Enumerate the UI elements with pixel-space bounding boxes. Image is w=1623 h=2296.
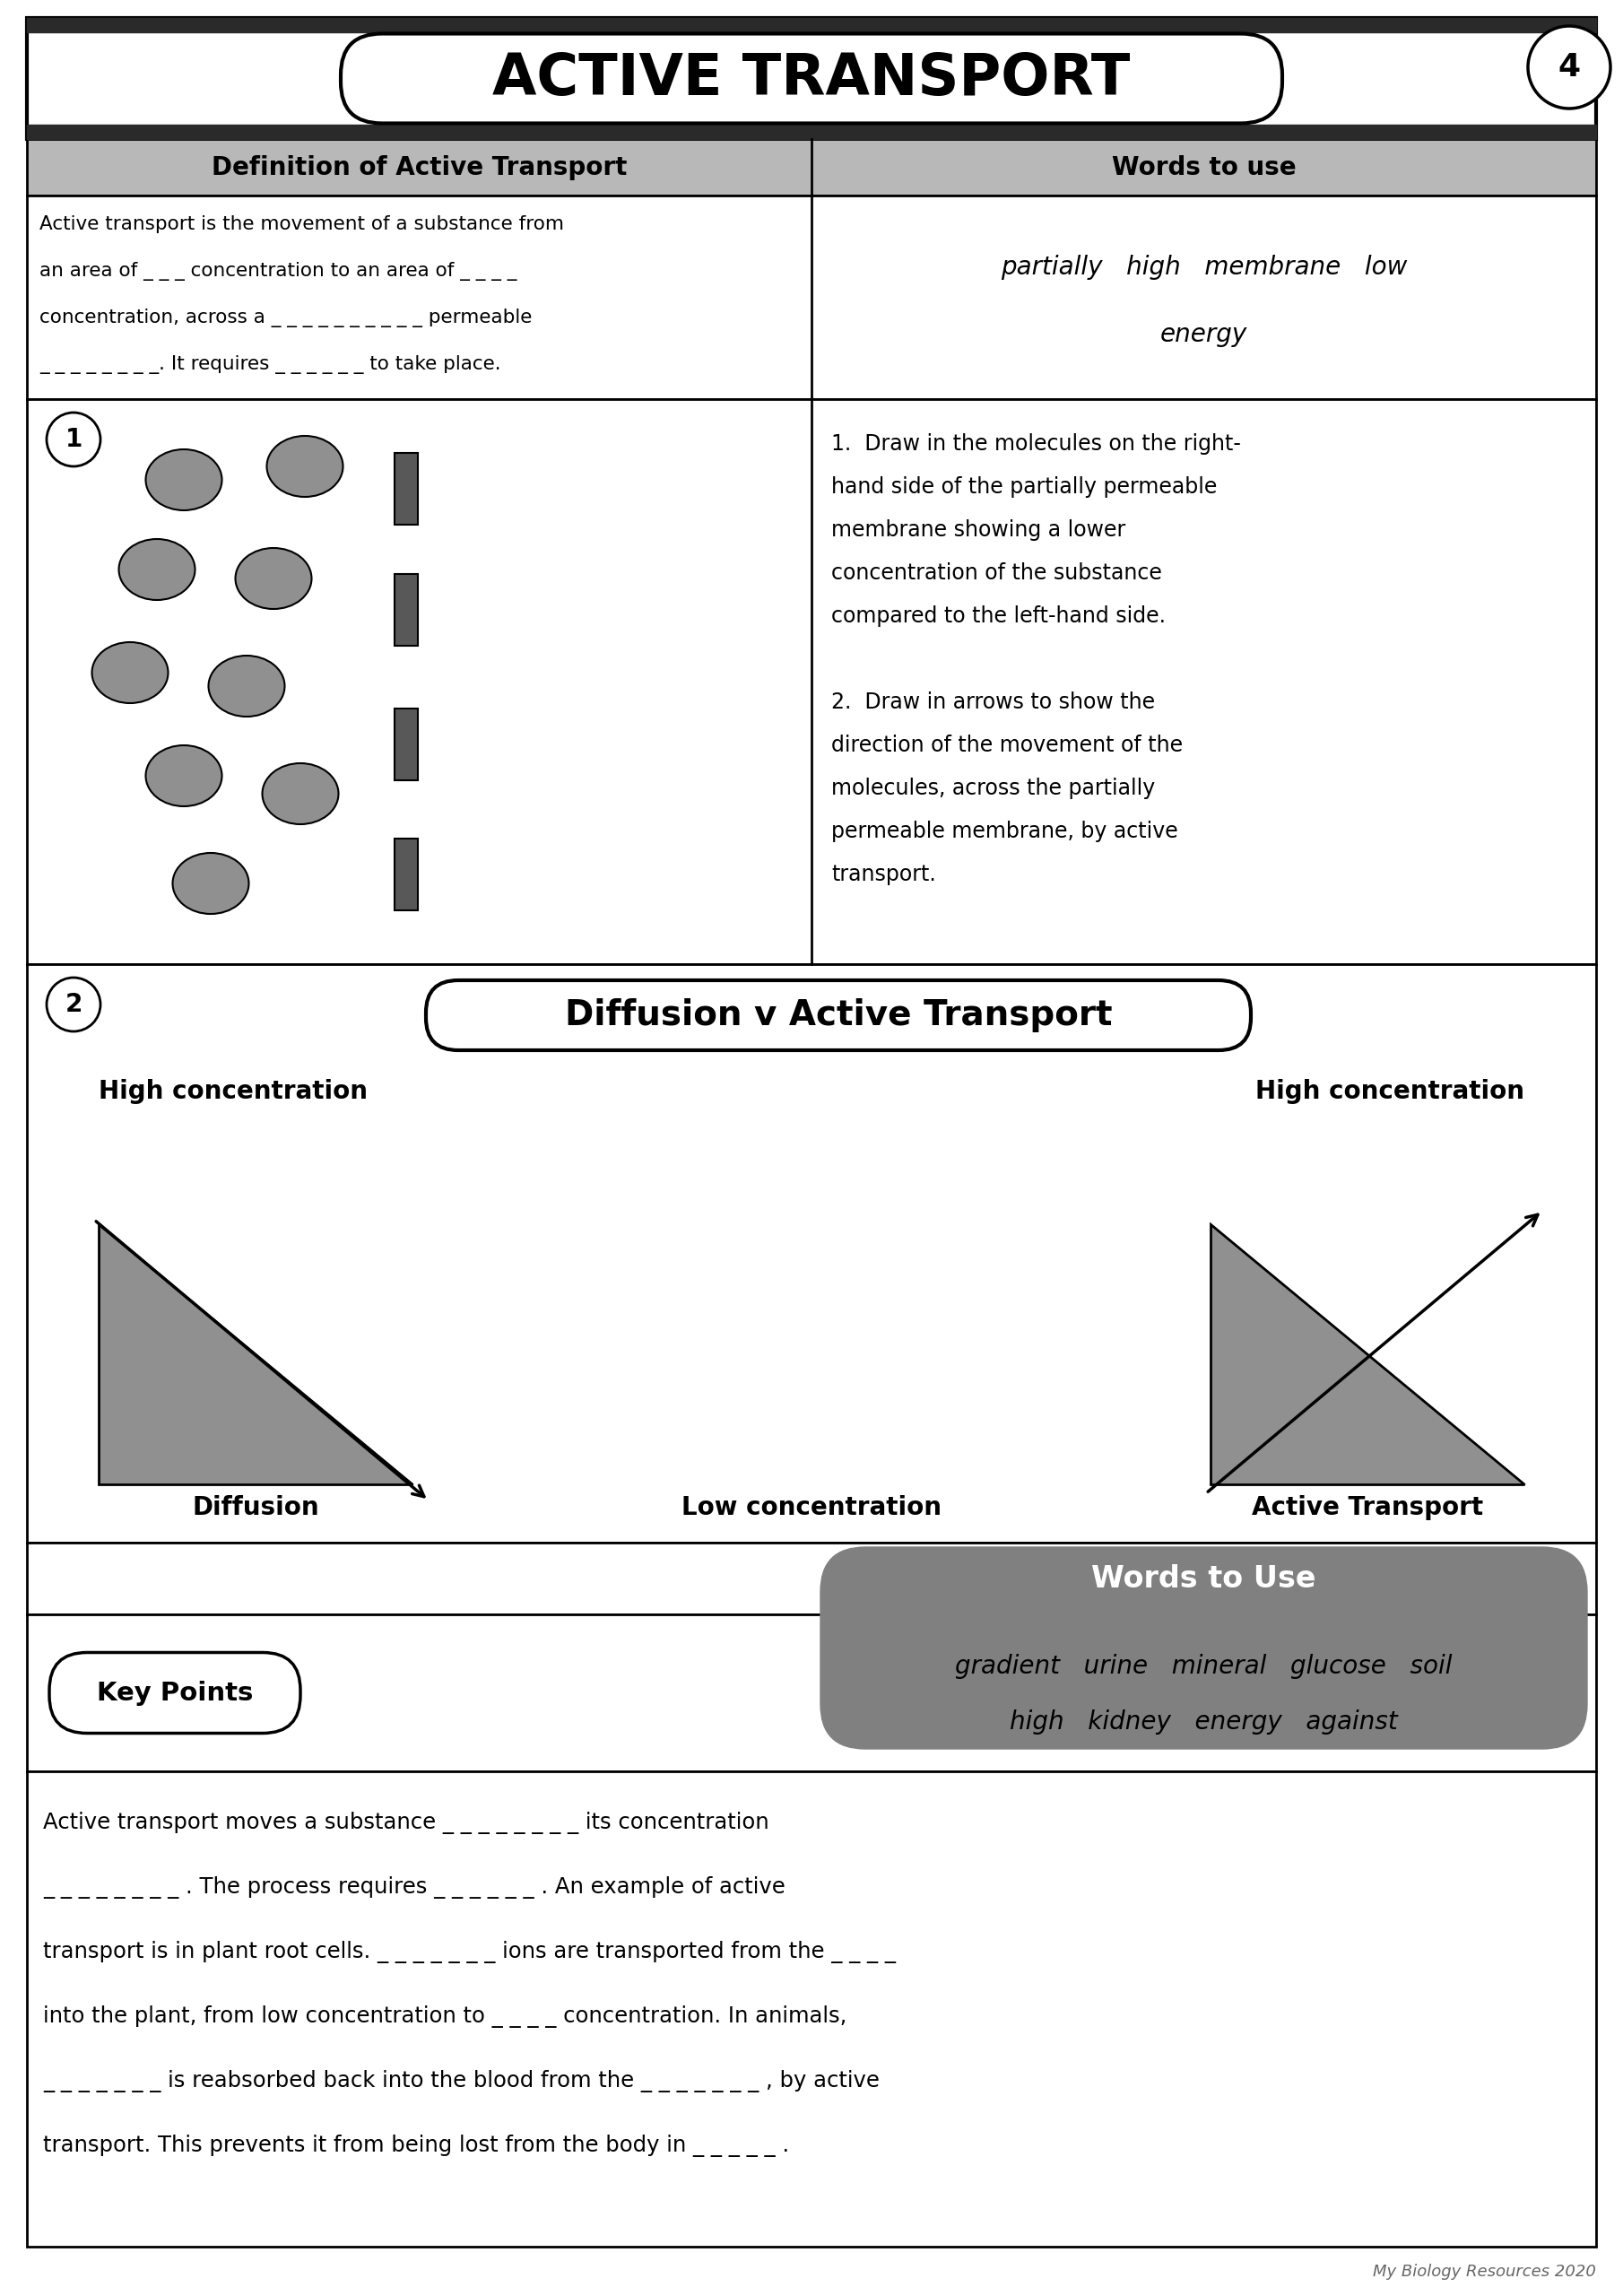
Bar bbox=[28, 1770, 1595, 2248]
Text: High concentration: High concentration bbox=[1255, 1079, 1524, 1104]
Bar bbox=[28, 400, 1595, 964]
Text: Low concentration: Low concentration bbox=[682, 1495, 941, 1520]
Text: direction of the movement of the: direction of the movement of the bbox=[831, 735, 1183, 755]
Bar bbox=[28, 124, 1595, 140]
Text: _ _ _ _ _ _ _ _. It requires _ _ _ _ _ _ to take place.: _ _ _ _ _ _ _ _. It requires _ _ _ _ _ _… bbox=[39, 356, 502, 374]
Circle shape bbox=[47, 978, 101, 1031]
Text: transport.: transport. bbox=[831, 863, 936, 886]
Text: ACTIVE TRANSPORT: ACTIVE TRANSPORT bbox=[492, 51, 1131, 106]
Text: partially   high   membrane   low: partially high membrane low bbox=[1000, 255, 1407, 280]
Bar bbox=[28, 18, 1595, 32]
Text: 1.  Draw in the molecules on the right-: 1. Draw in the molecules on the right- bbox=[831, 434, 1242, 455]
Ellipse shape bbox=[146, 450, 222, 510]
FancyBboxPatch shape bbox=[49, 1653, 300, 1733]
Text: Active transport moves a substance _ _ _ _ _ _ _ _ its concentration: Active transport moves a substance _ _ _… bbox=[44, 1812, 769, 1835]
Text: concentration of the substance: concentration of the substance bbox=[831, 563, 1162, 583]
Text: High concentration: High concentration bbox=[99, 1079, 368, 1104]
FancyBboxPatch shape bbox=[341, 34, 1282, 124]
Text: into the plant, from low concentration to _ _ _ _ concentration. In animals,: into the plant, from low concentration t… bbox=[44, 2004, 847, 2027]
Ellipse shape bbox=[146, 746, 222, 806]
Text: My Biology Resources 2020: My Biology Resources 2020 bbox=[1373, 2264, 1595, 2280]
Circle shape bbox=[47, 413, 101, 466]
Text: permeable membrane, by active: permeable membrane, by active bbox=[831, 820, 1178, 843]
Ellipse shape bbox=[266, 436, 342, 496]
Ellipse shape bbox=[93, 643, 169, 703]
Bar bbox=[28, 964, 1595, 1543]
Text: transport. This prevents it from being lost from the body in _ _ _ _ _ .: transport. This prevents it from being l… bbox=[44, 2135, 789, 2156]
Ellipse shape bbox=[208, 657, 284, 716]
Bar bbox=[394, 709, 417, 781]
Text: Words to use: Words to use bbox=[1112, 154, 1297, 179]
FancyBboxPatch shape bbox=[821, 1548, 1587, 1750]
Text: Key Points: Key Points bbox=[97, 1681, 253, 1706]
Text: _ _ _ _ _ _ _ _ . The process requires _ _ _ _ _ _ . An example of active: _ _ _ _ _ _ _ _ . The process requires _… bbox=[44, 1876, 786, 1899]
Bar bbox=[394, 838, 417, 909]
Text: concentration, across a _ _ _ _ _ _ _ _ _ _ permeable: concentration, across a _ _ _ _ _ _ _ _ … bbox=[39, 308, 532, 328]
Circle shape bbox=[1527, 25, 1610, 108]
Ellipse shape bbox=[263, 762, 339, 824]
Text: an area of _ _ _ concentration to an area of _ _ _ _: an area of _ _ _ concentration to an are… bbox=[39, 262, 516, 280]
Text: Words to Use: Words to Use bbox=[1092, 1564, 1316, 1593]
Text: 1: 1 bbox=[65, 427, 83, 452]
Text: hand side of the partially permeable: hand side of the partially permeable bbox=[831, 475, 1217, 498]
Text: 2: 2 bbox=[65, 992, 83, 1017]
Text: high   kidney   energy   against: high kidney energy against bbox=[1010, 1711, 1397, 1733]
Bar bbox=[28, 1543, 1595, 1614]
Text: Diffusion v Active Transport: Diffusion v Active Transport bbox=[565, 999, 1112, 1033]
Text: Definition of Active Transport: Definition of Active Transport bbox=[211, 154, 626, 179]
Text: Active Transport: Active Transport bbox=[1251, 1495, 1483, 1520]
Text: compared to the left-hand side.: compared to the left-hand side. bbox=[831, 606, 1165, 627]
Text: Diffusion: Diffusion bbox=[192, 1495, 320, 1520]
Ellipse shape bbox=[172, 852, 248, 914]
Text: molecules, across the partially: molecules, across the partially bbox=[831, 778, 1156, 799]
Bar bbox=[28, 140, 1595, 195]
Polygon shape bbox=[99, 1224, 412, 1483]
Ellipse shape bbox=[235, 549, 312, 608]
Polygon shape bbox=[1211, 1224, 1524, 1483]
FancyBboxPatch shape bbox=[425, 980, 1251, 1049]
Ellipse shape bbox=[118, 540, 195, 599]
Bar bbox=[394, 452, 417, 526]
Bar bbox=[28, 195, 1595, 400]
Text: _ _ _ _ _ _ _ is reabsorbed back into the blood from the _ _ _ _ _ _ _ , by acti: _ _ _ _ _ _ _ is reabsorbed back into th… bbox=[44, 2071, 880, 2092]
Text: 4: 4 bbox=[1558, 53, 1581, 83]
Text: 2.  Draw in arrows to show the: 2. Draw in arrows to show the bbox=[831, 691, 1156, 714]
Bar bbox=[394, 574, 417, 645]
Text: energy: energy bbox=[1160, 321, 1248, 347]
Bar bbox=[28, 18, 1595, 140]
Text: gradient   urine   mineral   glucose   soil: gradient urine mineral glucose soil bbox=[956, 1653, 1453, 1678]
Text: transport is in plant root cells. _ _ _ _ _ _ _ ions are transported from the _ : transport is in plant root cells. _ _ _ … bbox=[44, 1940, 896, 1963]
Bar bbox=[28, 1614, 1595, 1770]
Text: membrane showing a lower: membrane showing a lower bbox=[831, 519, 1126, 542]
Text: Active transport is the movement of a substance from: Active transport is the movement of a su… bbox=[39, 216, 565, 234]
